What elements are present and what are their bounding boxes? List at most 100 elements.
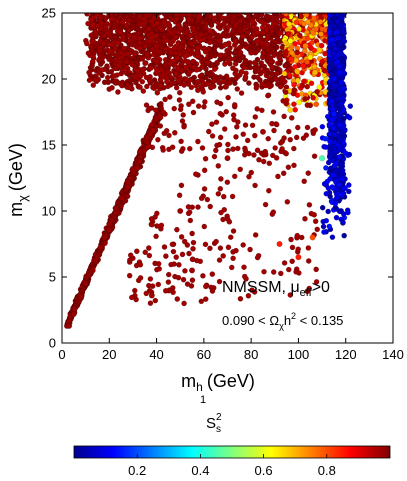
data-point — [302, 47, 308, 54]
data-point — [97, 244, 104, 251]
data-point — [217, 84, 224, 91]
data-point — [291, 81, 297, 88]
data-point — [252, 232, 259, 238]
data-point — [231, 102, 238, 108]
data-point — [233, 7, 238, 12]
data-point — [161, 130, 168, 137]
data-point — [164, 7, 169, 12]
colorbar-tick-label: 0.2 — [128, 463, 146, 478]
data-point — [293, 134, 300, 141]
data-point — [182, 267, 188, 274]
data-point — [322, 37, 328, 44]
data-point — [88, 32, 95, 39]
data-point — [254, 106, 260, 112]
data-point — [209, 288, 216, 294]
data-point — [312, 218, 319, 225]
data-point — [111, 73, 118, 79]
data-point — [320, 223, 327, 230]
data-point — [96, 57, 102, 63]
annotation-line2-right: < 0.135 — [296, 313, 343, 328]
data-point — [277, 7, 282, 12]
data-point — [230, 249, 236, 255]
data-point — [101, 234, 108, 241]
data-point — [233, 75, 239, 82]
data-point — [107, 48, 114, 55]
data-point — [220, 216, 226, 223]
data-point — [176, 89, 183, 96]
data-point — [282, 40, 289, 46]
data-point — [333, 214, 340, 221]
data-point — [285, 31, 292, 37]
data-point — [242, 41, 249, 47]
data-point — [280, 13, 283, 14]
data-point — [290, 90, 297, 97]
data-point — [144, 134, 151, 141]
data-point — [296, 99, 302, 106]
data-point — [332, 67, 338, 74]
data-point — [132, 42, 138, 48]
data-point — [187, 217, 194, 224]
data-point — [135, 13, 139, 14]
data-point — [161, 38, 168, 44]
data-point — [260, 49, 266, 56]
data-point — [282, 62, 288, 69]
data-point — [162, 96, 168, 103]
data-point — [153, 115, 160, 122]
data-point — [241, 152, 248, 158]
data-point — [159, 26, 165, 33]
data-point — [154, 210, 160, 217]
data-point — [142, 43, 149, 49]
y-tick-label: 15 — [42, 138, 56, 153]
data-point — [162, 7, 167, 12]
data-point — [254, 254, 261, 261]
colorbar-label-main: S — [206, 415, 216, 432]
data-point — [136, 45, 143, 51]
data-point — [335, 35, 342, 42]
data-point — [238, 90, 245, 96]
data-point — [195, 7, 200, 12]
data-point — [188, 84, 195, 91]
data-point — [270, 269, 277, 275]
data-point — [224, 155, 231, 162]
data-point — [282, 89, 289, 96]
svg-text:Ss2: Ss2 — [206, 412, 222, 435]
data-point — [149, 283, 156, 289]
data-point — [295, 246, 301, 252]
data-point — [340, 133, 346, 139]
data-point — [226, 219, 233, 225]
data-point — [86, 69, 92, 76]
data-point — [239, 33, 246, 40]
data-point — [330, 125, 337, 131]
data-point — [191, 64, 198, 70]
data-point — [213, 238, 219, 245]
data-point — [202, 283, 209, 290]
data-point — [217, 245, 224, 251]
data-point — [158, 100, 164, 107]
data-point — [204, 59, 210, 66]
data-point — [283, 13, 289, 17]
data-point — [248, 49, 255, 56]
data-point — [179, 8, 184, 13]
data-point — [71, 305, 78, 312]
data-point — [168, 261, 174, 268]
data-point — [165, 13, 169, 14]
data-point — [180, 13, 187, 18]
x-tick-label: 40 — [149, 347, 163, 362]
annotation-line1-sub: eff — [300, 287, 313, 299]
data-point — [212, 147, 219, 154]
svg-text:mh(GeV): mh (GeV) — [181, 371, 255, 394]
data-point — [332, 46, 338, 52]
data-point — [146, 252, 153, 259]
data-point — [338, 55, 344, 62]
data-point — [163, 253, 169, 259]
data-point — [322, 135, 329, 142]
data-point — [211, 77, 218, 84]
data-point — [134, 248, 140, 255]
data-point — [234, 124, 240, 130]
data-point — [183, 64, 189, 70]
data-point — [217, 110, 224, 117]
data-point — [336, 63, 342, 70]
data-point — [326, 29, 333, 36]
data-point — [85, 20, 91, 27]
data-point — [325, 208, 331, 215]
